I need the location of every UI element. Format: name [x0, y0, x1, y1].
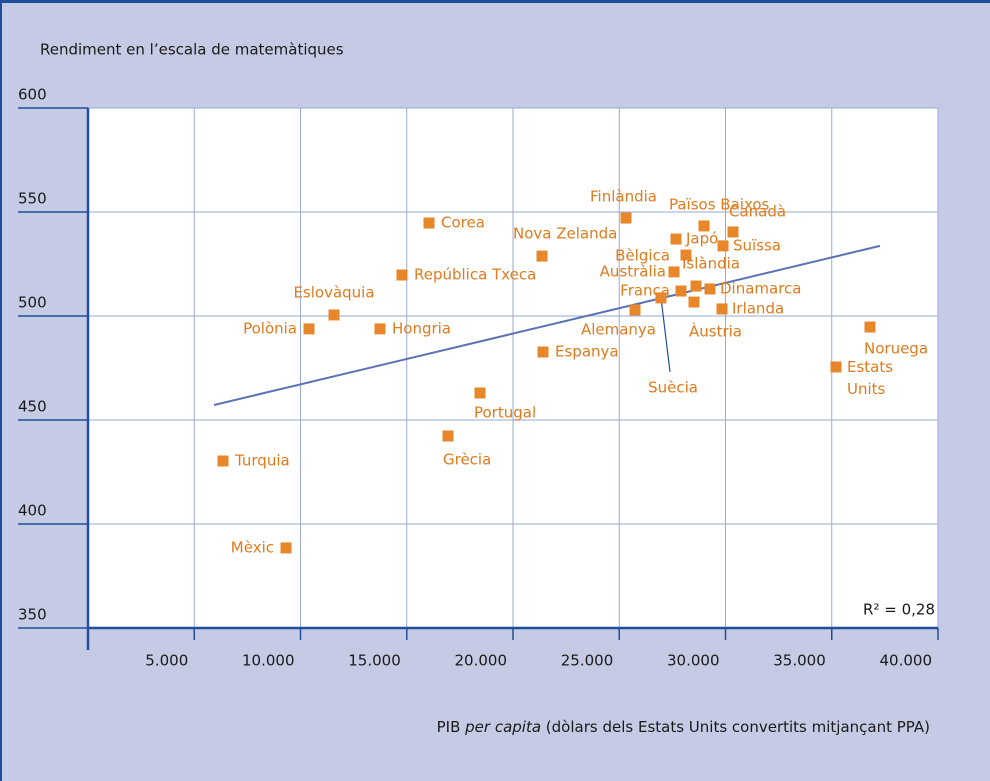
y-tick-label: 600: [18, 86, 47, 104]
point-label: Turquia: [234, 451, 290, 469]
point: [655, 292, 667, 304]
point: [303, 323, 315, 335]
point: [717, 240, 729, 252]
point-label: Hongria: [392, 319, 451, 337]
point-label: Dinamarca: [720, 279, 802, 297]
y-tick-label: 450: [18, 398, 47, 416]
point-label-line: Units: [847, 379, 886, 397]
point-label: Noruega: [864, 340, 928, 358]
y-tick-label: 400: [18, 502, 47, 520]
x-tick-label: 10.000: [242, 652, 295, 670]
point: [670, 233, 682, 245]
point-label: Eslovàquia: [293, 283, 374, 301]
point-label: Grècia: [443, 451, 491, 469]
point: [374, 323, 386, 335]
trend-line: [213, 244, 881, 406]
point-label: Corea: [441, 214, 485, 232]
point-label: Països Baixos: [669, 195, 770, 213]
point-label: Suïssa: [733, 236, 781, 254]
point: [698, 220, 710, 232]
x-tick-label: 15.000: [348, 652, 401, 670]
point: [629, 304, 641, 316]
point: [675, 285, 687, 297]
point-label: Alemanya: [581, 320, 656, 338]
point: [680, 249, 692, 261]
chart-title: Rendiment en l’escala de matemàtiques: [40, 41, 344, 59]
point: [328, 309, 340, 321]
leader-line: [660, 297, 671, 372]
point-label: Austràlia: [600, 262, 666, 280]
point-label: Islàndia: [682, 255, 740, 273]
point-label: Suècia: [648, 378, 698, 396]
x-axis-label-part: per capita: [464, 718, 541, 736]
point: [536, 250, 548, 262]
point-label: Japó: [685, 230, 718, 248]
point: [442, 430, 454, 442]
point-label: Irlanda: [732, 299, 784, 317]
point: [864, 321, 876, 333]
x-axis-label-part: PIB: [437, 718, 466, 736]
point-label: Espanya: [555, 342, 619, 360]
point-label: Polònia: [243, 319, 297, 337]
x-axis-label-part: (dòlars dels Estats Units convertits mit…: [541, 718, 930, 736]
x-tick-label: 40.000: [880, 652, 933, 670]
point-label-line: Estats: [847, 357, 898, 375]
y-tick-label: 500: [18, 294, 47, 312]
point: [280, 542, 292, 554]
point: [727, 226, 739, 238]
x-tick-label: 35.000: [773, 652, 826, 670]
point-label: Bèlgica: [615, 247, 670, 265]
point: [537, 346, 549, 358]
point-label: Nova Zelanda: [513, 225, 617, 243]
point-label: Àustria: [689, 322, 742, 341]
x-tick-label: 30.000: [667, 652, 720, 670]
point-label: Finlàndia: [590, 188, 657, 206]
x-tick-label: 20.000: [455, 652, 508, 670]
point: [423, 217, 435, 229]
point: [668, 266, 680, 278]
point-label: Estats Units: [847, 357, 898, 397]
point-label: República Txeca: [414, 266, 536, 284]
point-label: Canadà: [729, 202, 786, 220]
point-label: Portugal: [474, 403, 536, 421]
point: [688, 296, 700, 308]
point: [690, 280, 702, 292]
point: [396, 269, 408, 281]
point: [716, 303, 728, 315]
x-axis-label: PIB per capita (dòlars dels Estats Units…: [437, 718, 930, 736]
point-label: Mèxic: [231, 538, 274, 556]
point: [704, 283, 716, 295]
x-tick-label: 25.000: [561, 652, 614, 670]
r-squared: R² = 0,28: [863, 601, 935, 619]
y-tick-label: 550: [18, 190, 47, 208]
x-tick-label: 5.000: [145, 652, 188, 670]
point: [830, 361, 842, 373]
point: [217, 455, 229, 467]
y-tick-label: 350: [18, 606, 47, 624]
point: [474, 387, 486, 399]
point: [620, 212, 632, 224]
